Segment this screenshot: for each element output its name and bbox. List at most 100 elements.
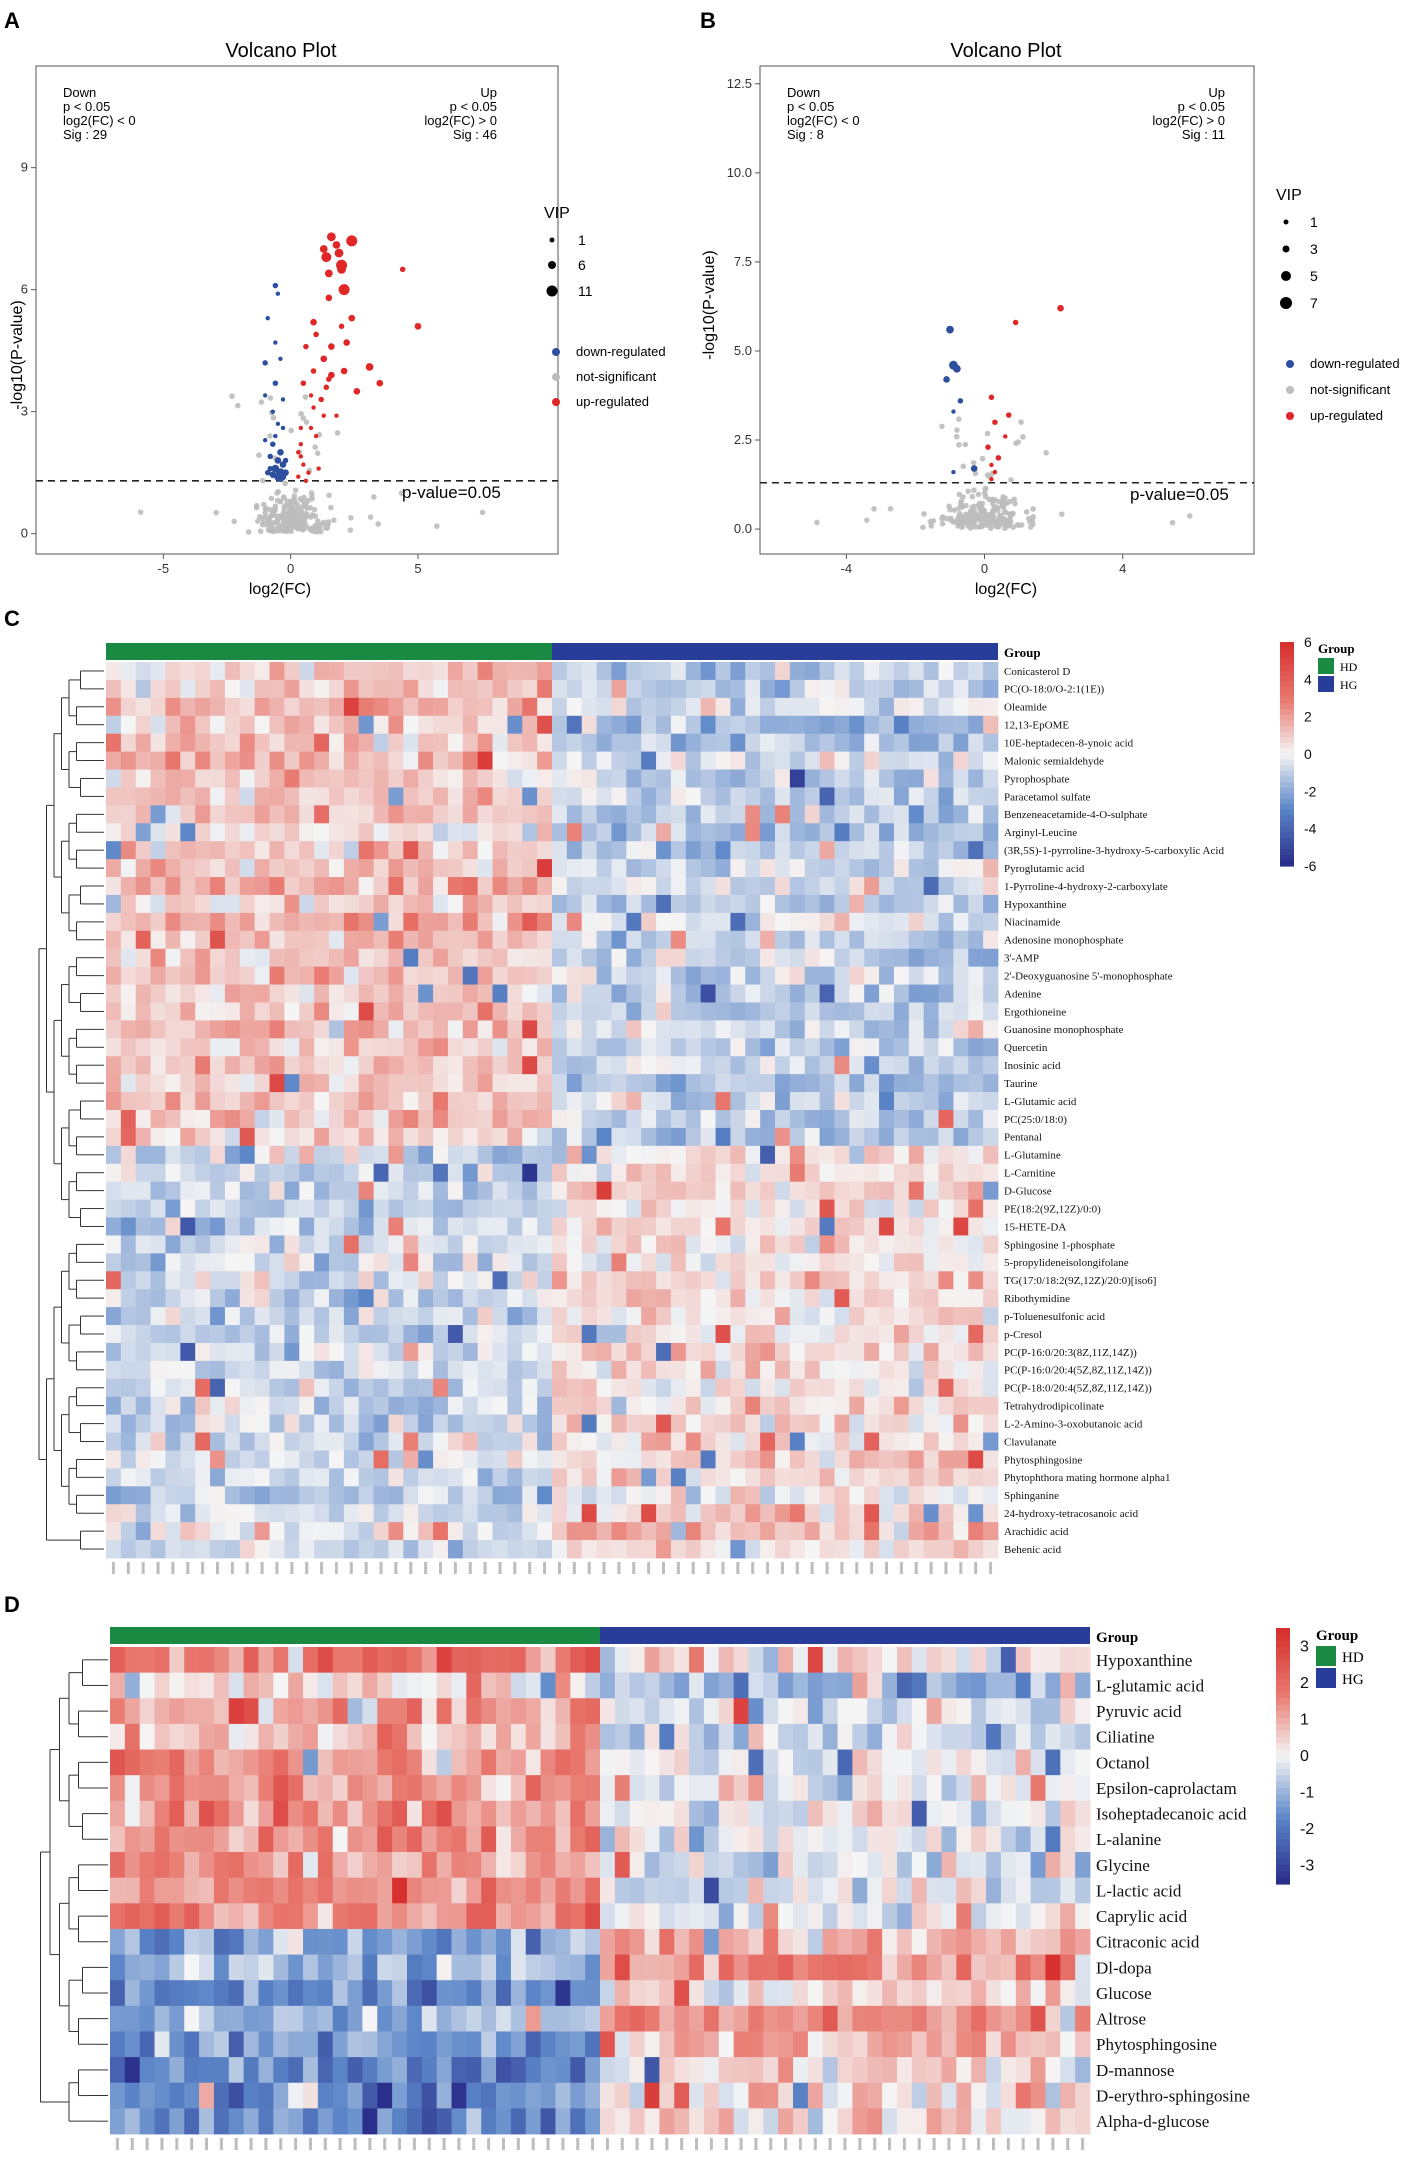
- colorbar-step: [1280, 832, 1294, 839]
- heatmap-cell: [789, 1540, 806, 1559]
- heatmap-cell: [822, 1775, 838, 1802]
- heatmap-cell: [956, 1852, 972, 1879]
- heatmap-cell: [611, 805, 627, 824]
- heatmap-cell: [284, 984, 300, 1003]
- heatmap-cell: [968, 1235, 984, 1254]
- heatmap-cell: [332, 1877, 348, 1904]
- heatmap-cell: [834, 1432, 850, 1451]
- heatmap-cell: [165, 1181, 181, 1200]
- heatmap-cell: [1030, 1800, 1046, 1827]
- heatmap-cell: [258, 1980, 274, 2007]
- heatmap-cell: [522, 912, 538, 932]
- heatmap-cell: [941, 1698, 957, 1725]
- heatmap-cell: [700, 1396, 716, 1416]
- heatmap-cell: [106, 662, 122, 681]
- heatmap-cell: [288, 1903, 304, 1930]
- heatmap-cell: [789, 1253, 806, 1272]
- heatmap-cell: [730, 1235, 746, 1254]
- heatmap-cell: [879, 1360, 895, 1380]
- heatmap-cell: [150, 966, 166, 985]
- heatmap-cell: [685, 1486, 702, 1505]
- heatmap-cell: [983, 1145, 999, 1165]
- heatmap-cell: [971, 1954, 987, 1981]
- heatmap-cell: [581, 697, 597, 717]
- heatmap-cell: [317, 1877, 334, 1904]
- heatmap-cell: [120, 1396, 137, 1416]
- heatmap-cell: [139, 1672, 155, 1699]
- heatmap-cell: [106, 1271, 122, 1290]
- heatmap-cell: [849, 787, 865, 806]
- y-tick-label: 7.5: [734, 254, 752, 269]
- heatmap-cell: [135, 1110, 151, 1129]
- heatmap-cell: [745, 1127, 761, 1147]
- heatmap-cell: [641, 769, 657, 788]
- heatmap-cell: [596, 1360, 612, 1380]
- panel-b-up-line: Sig : 11: [1182, 127, 1225, 142]
- heatmap-cell: [864, 1289, 880, 1308]
- heatmap-cell: [659, 1672, 675, 1699]
- heatmap-cell: [195, 1432, 211, 1451]
- heatmap-cell: [641, 1468, 657, 1487]
- heatmap-cell: [552, 1307, 568, 1326]
- heatmap-cell: [522, 1414, 538, 1433]
- heatmap-cell: [611, 841, 627, 860]
- heatmap-cell: [626, 769, 642, 788]
- heatmap-cell: [165, 823, 181, 842]
- heatmap-cell: [243, 1903, 259, 1930]
- heatmap-cell: [213, 1903, 230, 1930]
- heatmap-cell: [462, 1127, 479, 1147]
- heatmap-cell: [626, 1038, 642, 1057]
- heatmap-cell: [373, 787, 389, 806]
- heatmap-cell: [715, 1378, 731, 1398]
- heatmap-cell: [700, 715, 716, 735]
- heatmap-cell: [477, 1450, 493, 1469]
- heatmap-cell: [804, 1504, 820, 1523]
- heatmap-cell: [537, 1253, 553, 1272]
- heatmap-cell: [834, 1181, 850, 1200]
- heatmap-cell: [793, 1800, 809, 1827]
- heatmap-cell: [908, 1253, 925, 1272]
- heatmap-cell: [775, 733, 791, 752]
- colorbar-step: [1280, 849, 1294, 856]
- heatmap-cell: [629, 1903, 645, 1930]
- panel-b-title: Volcano Plot: [950, 40, 1062, 62]
- heatmap-cell: [224, 715, 241, 735]
- heatmap-cell: [804, 1020, 820, 1039]
- heatmap-cell: [462, 912, 479, 932]
- heatmap-cell: [626, 733, 642, 752]
- heatmap-cell: [581, 1540, 597, 1559]
- heatmap-cell: [228, 1980, 245, 2007]
- panel-a-color-legend: down-regulated not-significant up-regula…: [552, 344, 666, 409]
- heatmap-cell: [789, 1020, 806, 1039]
- heatmap-cell: [358, 1092, 374, 1111]
- heatmap-cell: [492, 1181, 508, 1200]
- heatmap-cell: [224, 1253, 241, 1272]
- heatmap-cell: [120, 1289, 137, 1308]
- heatmap-cell: [120, 1092, 137, 1111]
- heatmap-cell: [730, 859, 746, 878]
- heatmap-cell: [745, 1289, 761, 1308]
- heatmap-cell: [135, 1199, 151, 1218]
- heatmap-cell: [775, 679, 791, 699]
- heatmap-cell: [879, 1145, 895, 1165]
- heatmap-cell: [641, 948, 657, 968]
- heatmap-cell: [388, 1271, 404, 1290]
- heatmap-cell: [436, 1954, 452, 1981]
- heatmap-cell: [462, 1468, 479, 1487]
- heatmap-cell: [120, 1504, 137, 1523]
- heatmap-cell: [822, 1698, 838, 1725]
- heatmap-cell: [273, 1852, 289, 1879]
- heatmap-cell: [689, 1903, 705, 1930]
- heatmap-cell: [968, 1540, 984, 1559]
- heatmap-cell: [730, 769, 746, 788]
- heatmap-cell: [956, 1723, 972, 1750]
- column-label-mark: [959, 1562, 963, 1574]
- heatmap-cell: [358, 1360, 374, 1380]
- colorbar-step: [1280, 821, 1294, 828]
- heatmap-cell: [388, 894, 404, 914]
- heatmap-cell: [418, 1074, 434, 1093]
- heatmap-cell: [403, 1181, 419, 1200]
- heatmap-cell: [893, 1432, 910, 1451]
- heatmap-cell: [254, 1253, 270, 1272]
- heatmap-cell: [120, 966, 137, 985]
